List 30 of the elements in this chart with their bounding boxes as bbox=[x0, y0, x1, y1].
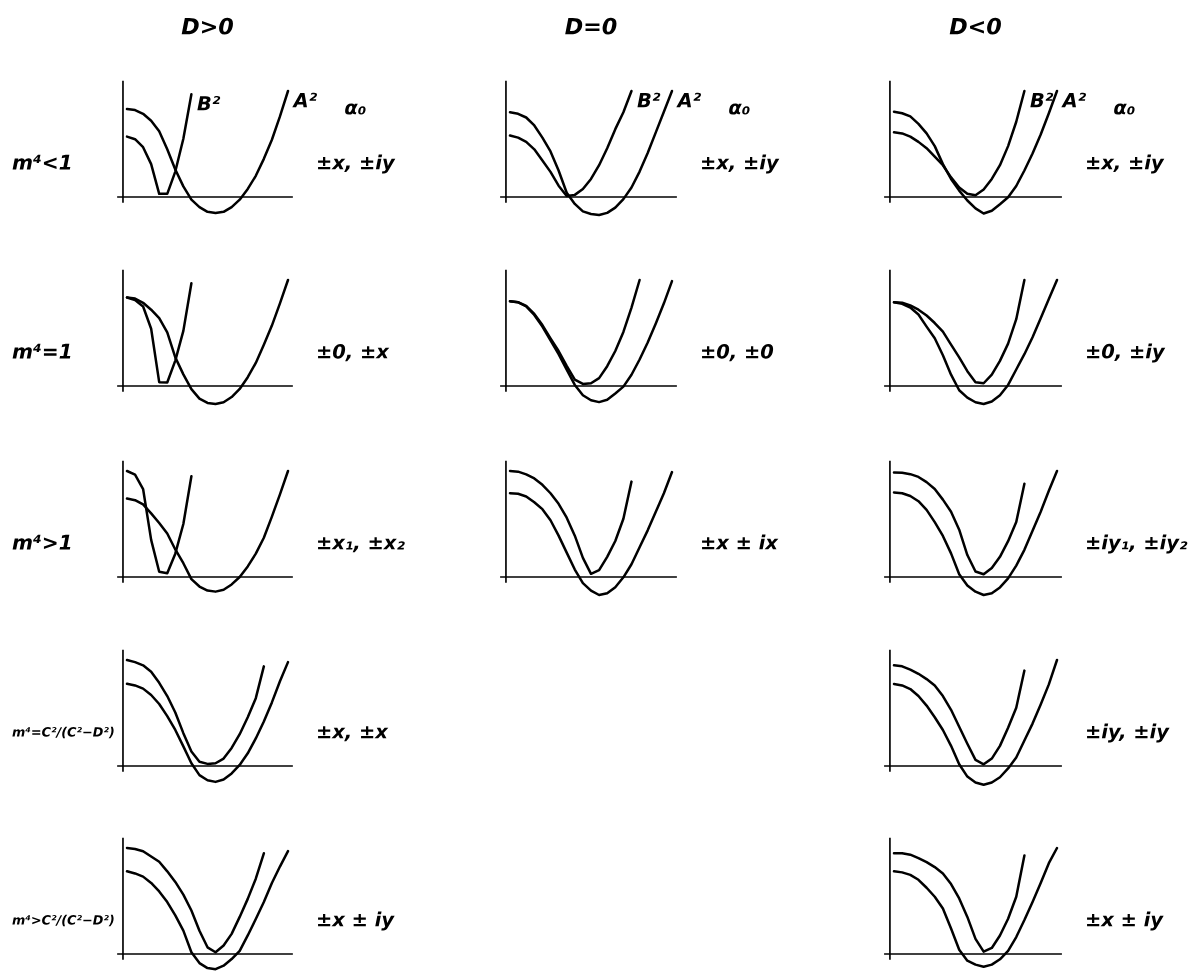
text: ±0, ±iy bbox=[1087, 343, 1166, 363]
chart-title: D>0 bbox=[181, 17, 233, 35]
text: α₀ bbox=[1114, 103, 1135, 115]
text: ±x, ±iy bbox=[1087, 154, 1165, 174]
text: ±x₁, ±x₂ bbox=[318, 537, 405, 553]
series-label: B² bbox=[197, 95, 221, 111]
series-label: A² bbox=[676, 92, 701, 108]
series-label: A² bbox=[1061, 92, 1086, 108]
text: ±x ± iy bbox=[1087, 911, 1164, 931]
text: ±0, ±0 bbox=[702, 343, 774, 362]
text: ±0, ±x bbox=[318, 343, 390, 362]
y-axis-title: m⁴>C²/(C²−D²) bbox=[12, 914, 114, 927]
chart-title: D<0 bbox=[949, 17, 1001, 35]
y-axis-title: m⁴<1 bbox=[12, 154, 71, 170]
series-label: B² bbox=[637, 92, 661, 108]
text: ±iy, ±iy bbox=[1087, 723, 1170, 743]
text: ±x ± ix bbox=[702, 534, 779, 550]
y-axis-title: m⁴=1 bbox=[12, 343, 71, 359]
text: ±x, ±x bbox=[318, 726, 389, 742]
text: ±iy₁, ±iy₂ bbox=[1087, 534, 1188, 554]
text: ±x, ±iy bbox=[702, 154, 780, 174]
y-axis-title: m⁴>1 bbox=[12, 534, 71, 550]
y-axis-title: m⁴=C²/(C²−D²) bbox=[12, 726, 114, 739]
series-label: A² bbox=[292, 92, 317, 108]
text: ±x ± iy bbox=[318, 911, 395, 931]
text: ±x, ±iy bbox=[318, 154, 396, 174]
text: α₀ bbox=[345, 103, 366, 115]
chart-title: D=0 bbox=[565, 17, 617, 35]
text: α₀ bbox=[729, 103, 750, 115]
series-label: B² bbox=[1030, 92, 1054, 108]
